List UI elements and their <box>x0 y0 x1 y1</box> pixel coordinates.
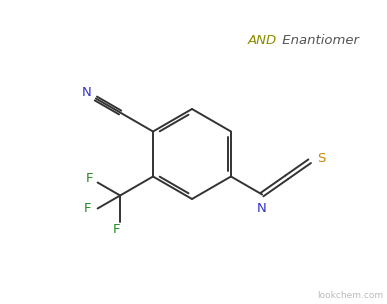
Text: lookchem.com: lookchem.com <box>317 291 383 300</box>
Text: F: F <box>84 202 91 215</box>
Text: S: S <box>317 152 325 165</box>
Text: N: N <box>256 202 266 215</box>
Text: F: F <box>86 172 93 185</box>
Text: Enantiomer: Enantiomer <box>278 34 359 47</box>
Text: AND: AND <box>248 34 277 47</box>
Text: F: F <box>112 223 120 236</box>
Text: N: N <box>82 86 92 99</box>
